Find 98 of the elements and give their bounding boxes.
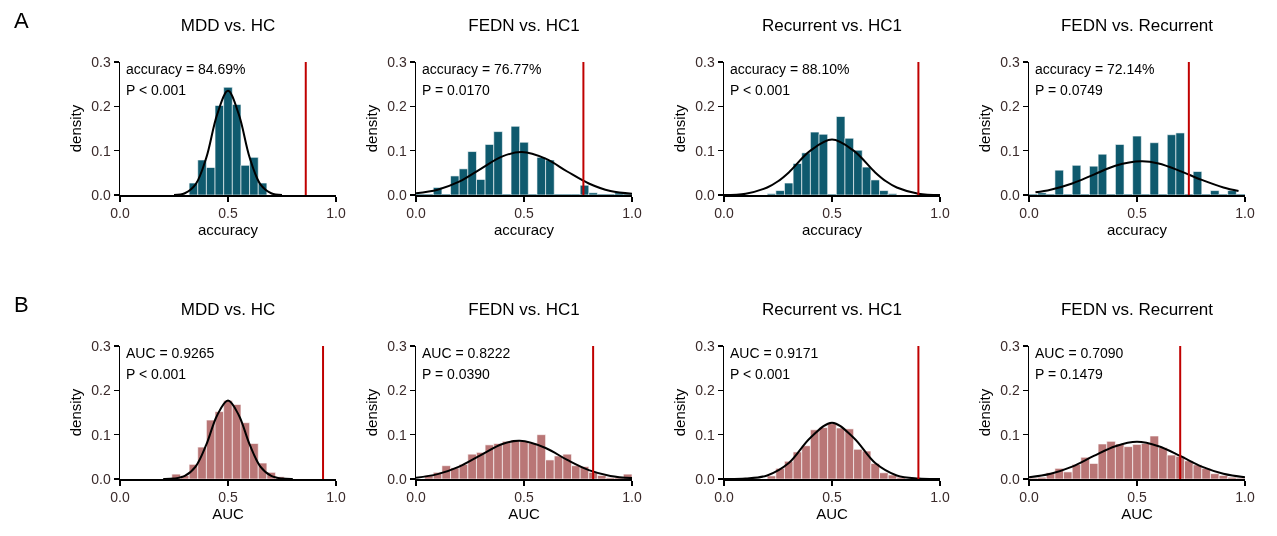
x-axis-title: accuracy — [197, 221, 259, 239]
x-tick-label: 0.5 — [514, 205, 534, 222]
chart-title: MDD vs. HC — [180, 299, 276, 319]
annotation: AUC = 0.9265 — [126, 345, 215, 361]
x-tick-label: 0.5 — [822, 489, 842, 506]
y-tick-label: 0.0 — [695, 186, 715, 203]
x-tick-label: 1.0 — [622, 205, 642, 222]
y-tick-label: 0.2 — [91, 98, 111, 115]
x-axis-title: accuracy — [801, 221, 863, 239]
x-tick-label: 1.0 — [930, 205, 950, 222]
y-tick-label: 0.1 — [1000, 426, 1020, 443]
y-tick-label: 0.2 — [387, 98, 407, 115]
text: B — [14, 292, 29, 317]
y-axis-title: density — [362, 104, 380, 153]
annotation: AUC = 0.8222 — [422, 345, 511, 361]
y-axis-title: density — [362, 388, 380, 437]
annotation: P < 0.001 — [126, 82, 187, 98]
y-tick-label: 0.1 — [695, 142, 715, 159]
y-tick-label: 0.3 — [387, 53, 407, 70]
x-tick-label: 0.0 — [1019, 205, 1039, 222]
y-tick-label: 0.3 — [695, 53, 715, 70]
y-tick-label: 0.3 — [91, 53, 111, 70]
y-axis-title: density — [975, 388, 993, 437]
annotation: P = 0.0390 — [422, 366, 491, 382]
x-tick-label: 0.0 — [714, 489, 734, 506]
y-axis-title: density — [670, 388, 688, 437]
y-axis-title: density — [670, 104, 688, 153]
x-tick-label: 1.0 — [326, 489, 346, 506]
y-tick-label: 0.2 — [1000, 98, 1020, 115]
x-tick-label: 0.5 — [218, 489, 238, 506]
y-tick-label: 0.3 — [695, 337, 715, 354]
y-tick-label: 0.1 — [1000, 142, 1020, 159]
x-axis-title: accuracy — [493, 221, 555, 239]
x-axis-title: AUC — [1121, 505, 1153, 523]
y-tick-label: 0.1 — [695, 426, 715, 443]
annotation: accuracy = 84.69% — [126, 61, 246, 77]
x-tick-label: 0.0 — [110, 205, 130, 222]
y-tick-label: 0.3 — [91, 337, 111, 354]
x-tick-label: 0.5 — [1127, 489, 1147, 506]
annotation: P < 0.001 — [126, 366, 187, 382]
chart-title: FEDN vs. HC1 — [468, 15, 580, 35]
x-tick-label: 0.5 — [1127, 205, 1147, 222]
chart-title: Recurrent vs. HC1 — [762, 15, 902, 35]
y-tick-label: 0.0 — [1000, 470, 1020, 487]
y-tick-label: 0.2 — [91, 382, 111, 399]
x-tick-label: 0.0 — [110, 489, 130, 506]
y-axis-title: density — [66, 104, 84, 153]
y-tick-label: 0.1 — [387, 142, 407, 159]
y-tick-label: 0.2 — [695, 382, 715, 399]
y-tick-label: 0.1 — [91, 142, 111, 159]
y-tick-label: 0.1 — [387, 426, 407, 443]
y-tick-label: 0.0 — [91, 470, 111, 487]
annotation: P < 0.001 — [730, 366, 791, 382]
chart-title: FEDN vs. Recurrent — [1060, 299, 1214, 319]
y-axis-title: density — [975, 104, 993, 153]
x-tick-label: 1.0 — [1235, 205, 1255, 222]
x-axis-title: AUC — [816, 505, 848, 523]
y-tick-label: 0.2 — [387, 382, 407, 399]
x-tick-label: 0.5 — [218, 205, 238, 222]
annotation: AUC = 0.9171 — [730, 345, 819, 361]
x-axis-title: AUC — [212, 505, 244, 523]
annotation: AUC = 0.7090 — [1035, 345, 1124, 361]
y-tick-label: 0.0 — [695, 470, 715, 487]
annotation: P = 0.0749 — [1035, 82, 1104, 98]
x-tick-label: 1.0 — [622, 489, 642, 506]
chart-title: FEDN vs. HC1 — [468, 299, 580, 319]
annotation: accuracy = 72.14% — [1035, 61, 1155, 77]
x-tick-label: 1.0 — [930, 489, 950, 506]
y-tick-label: 0.2 — [695, 98, 715, 115]
chart-title: FEDN vs. Recurrent — [1060, 15, 1214, 35]
x-tick-label: 0.5 — [514, 489, 534, 506]
y-tick-label: 0.1 — [91, 426, 111, 443]
y-tick-label: 0.3 — [1000, 53, 1020, 70]
y-axis-title: density — [66, 388, 84, 437]
y-tick-label: 0.0 — [1000, 186, 1020, 203]
annotation: P = 0.1479 — [1035, 366, 1104, 382]
x-tick-label: 1.0 — [1235, 489, 1255, 506]
y-tick-label: 0.3 — [1000, 337, 1020, 354]
chart-title: MDD vs. HC — [180, 15, 276, 35]
chart-title: Recurrent vs. HC1 — [762, 299, 902, 319]
x-tick-label: 0.0 — [406, 489, 426, 506]
x-tick-label: 0.0 — [714, 205, 734, 222]
annotation: accuracy = 88.10% — [730, 61, 850, 77]
y-tick-label: 0.3 — [387, 337, 407, 354]
x-axis-title: AUC — [508, 505, 540, 523]
x-tick-label: 1.0 — [326, 205, 346, 222]
annotation: P = 0.0170 — [422, 82, 491, 98]
x-axis-title: accuracy — [1106, 221, 1168, 239]
y-tick-label: 0.0 — [91, 186, 111, 203]
y-tick-label: 0.2 — [1000, 382, 1020, 399]
x-tick-label: 0.5 — [822, 205, 842, 222]
text: A — [14, 8, 29, 33]
x-tick-label: 0.0 — [406, 205, 426, 222]
annotation: accuracy = 76.77% — [422, 61, 542, 77]
y-tick-label: 0.0 — [387, 470, 407, 487]
x-tick-label: 0.0 — [1019, 489, 1039, 506]
y-tick-label: 0.0 — [387, 186, 407, 203]
annotation: P < 0.001 — [730, 82, 791, 98]
